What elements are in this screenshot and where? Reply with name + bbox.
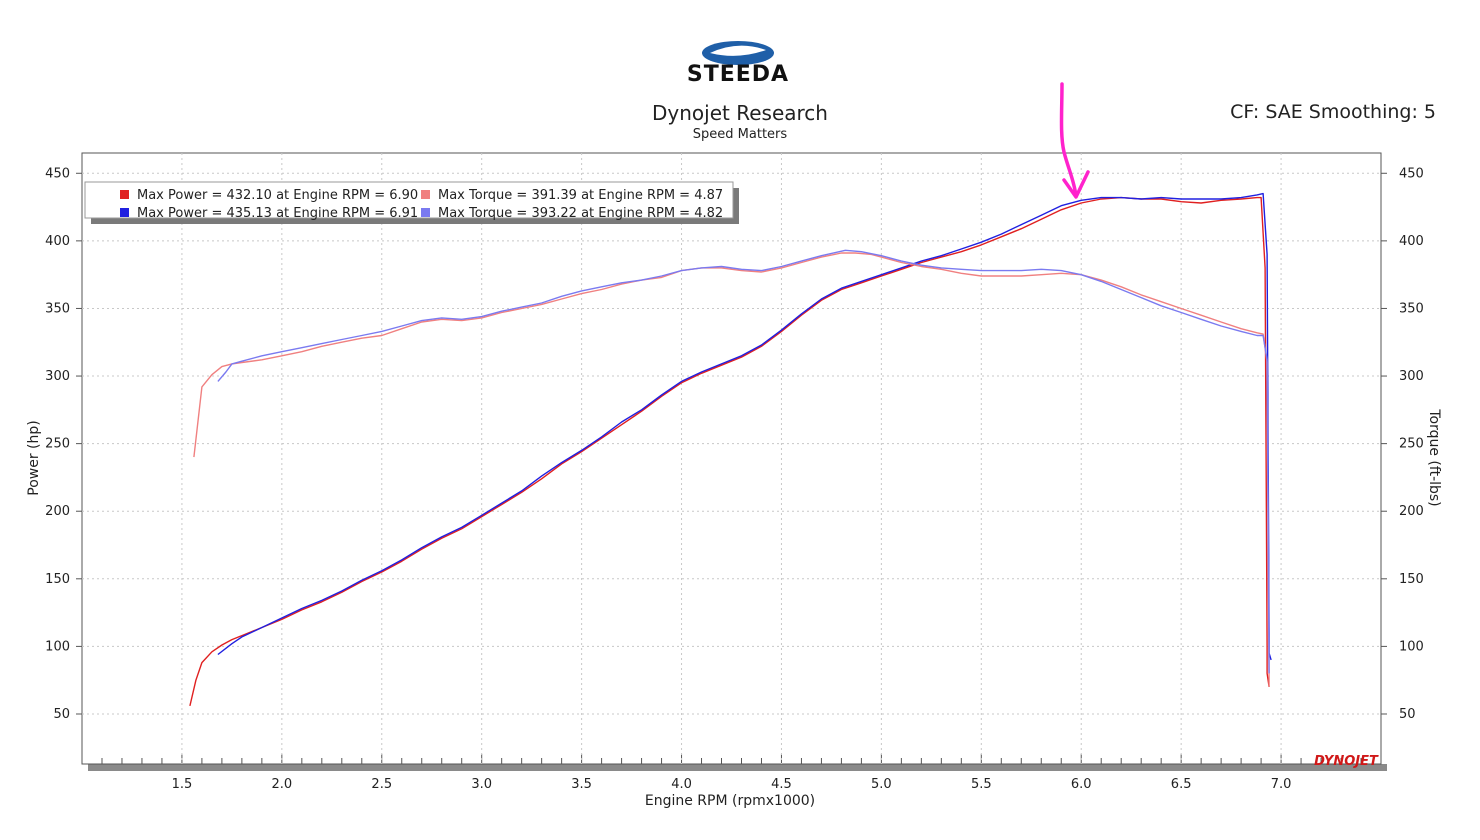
right-y-tick-label: 200 bbox=[1399, 504, 1424, 519]
right-y-axis-label: Torque (ft-lbs) bbox=[1426, 408, 1442, 506]
series-lines bbox=[189, 192, 1272, 707]
plot-frame bbox=[81, 152, 1387, 771]
logo-text: STEEDA bbox=[687, 62, 789, 86]
legend-swatch bbox=[120, 190, 129, 199]
x-tick-label: 6.0 bbox=[1071, 777, 1092, 792]
watermark-text: DYNOJET bbox=[1314, 754, 1379, 769]
x-tick-label: 6.5 bbox=[1171, 777, 1192, 792]
right-y-tick-label: 400 bbox=[1399, 234, 1424, 249]
series-line-1 bbox=[189, 196, 1270, 707]
x-tick-label: 5.0 bbox=[871, 777, 892, 792]
x-tick-label: 7.0 bbox=[1271, 777, 1292, 792]
right-y-tick-label: 150 bbox=[1399, 572, 1424, 587]
x-tick-label: 3.5 bbox=[571, 777, 592, 792]
correction-factor-info: CF: SAE Smoothing: 5 bbox=[1230, 101, 1436, 123]
series-line-4 bbox=[217, 249, 1270, 674]
right-y-tick-label: 300 bbox=[1399, 369, 1424, 384]
legend-box bbox=[84, 181, 734, 219]
x-tick-label: 5.5 bbox=[971, 777, 992, 792]
x-tick-label: 4.0 bbox=[671, 777, 692, 792]
left-axis-ticks: 50 100 150 200 250 300 350 400 450 bbox=[45, 166, 82, 722]
x-tick-label: 2.5 bbox=[371, 777, 392, 792]
x-tick-label: 2.0 bbox=[272, 777, 293, 792]
right-y-tick-label: 250 bbox=[1399, 437, 1424, 452]
left-y-tick-label: 100 bbox=[45, 639, 70, 654]
steeda-logo: STEEDA bbox=[687, 41, 789, 86]
left-y-tick-label: 300 bbox=[45, 369, 70, 384]
annotation-arrow-icon bbox=[1059, 82, 1090, 199]
legend-entry-label: Max Power = 432.10 at Engine RPM = 6.90 bbox=[137, 188, 418, 203]
legend-entry-label: Max Torque = 391.39 at Engine RPM = 4.87 bbox=[438, 188, 723, 203]
left-y-tick-label: 250 bbox=[45, 437, 70, 452]
right-y-tick-label: 100 bbox=[1399, 639, 1424, 654]
dynojet-watermark: DYNOJET bbox=[1314, 754, 1379, 769]
x-axis-label: Engine RPM (rpmx1000) bbox=[645, 793, 815, 809]
legend-swatch bbox=[421, 190, 430, 199]
series-line-2 bbox=[217, 192, 1272, 661]
frame-shadow-bottom bbox=[88, 764, 1387, 771]
chart-subtitle: Speed Matters bbox=[692, 127, 788, 142]
x-tick-label: 3.0 bbox=[471, 777, 492, 792]
left-y-axis-label: Power (hp) bbox=[26, 420, 42, 495]
logo-swoosh-highlight bbox=[710, 45, 766, 56]
left-y-tick-label: 400 bbox=[45, 234, 70, 249]
legend-swatch bbox=[120, 208, 129, 217]
left-y-tick-label: 350 bbox=[45, 301, 70, 316]
left-y-tick-label: 450 bbox=[45, 166, 70, 181]
legend-entry-label: Max Torque = 393.22 at Engine RPM = 4.82 bbox=[438, 206, 723, 221]
legend-entry-label: Max Power = 435.13 at Engine RPM = 6.91 bbox=[137, 206, 418, 221]
right-y-tick-label: 450 bbox=[1399, 166, 1424, 181]
right-y-tick-label: 50 bbox=[1399, 707, 1416, 722]
x-axis-ticks: 1.5 2.0 2.5 3.0 3.5 4.0 4.5 5.0 5.5 6.0 6.5 7.0 bbox=[172, 777, 1292, 792]
gridlines bbox=[82, 153, 1381, 764]
chart-title: Dynojet Research bbox=[652, 101, 828, 125]
left-y-tick-label: 150 bbox=[45, 572, 70, 587]
x-tick-label: 4.5 bbox=[771, 777, 792, 792]
left-y-tick-label: 200 bbox=[45, 504, 70, 519]
left-y-tick-label: 50 bbox=[53, 707, 70, 722]
legend-swatch bbox=[421, 208, 430, 217]
series-line-3 bbox=[193, 252, 1270, 687]
plot-area bbox=[81, 152, 1382, 765]
right-y-tick-label: 350 bbox=[1399, 301, 1424, 316]
x-tick-label: 1.5 bbox=[172, 777, 193, 792]
legend: Max Power = 432.10 at Engine RPM = 6.90 M… bbox=[84, 181, 739, 224]
right-axis-ticks: 50 100 150 200 250 300 350 400 450 bbox=[1381, 166, 1424, 722]
